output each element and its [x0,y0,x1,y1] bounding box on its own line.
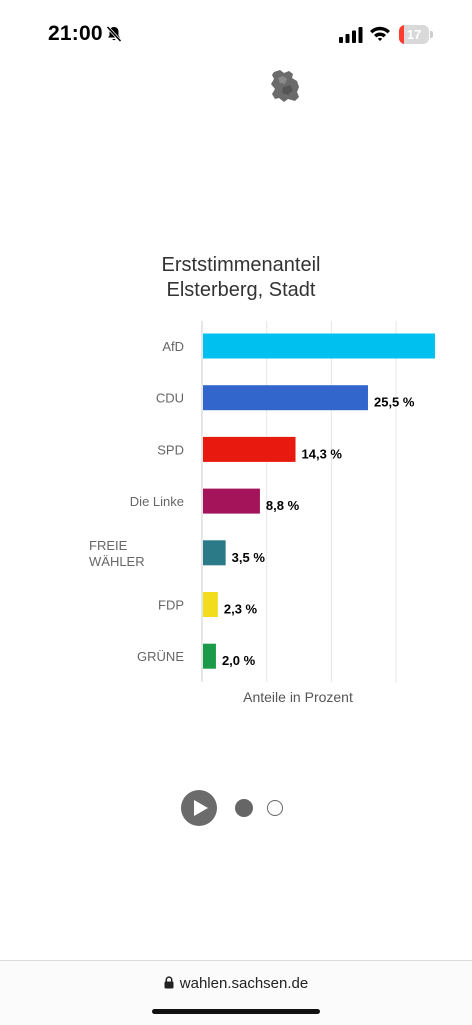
wifi-icon [369,25,391,47]
category-label-1: CDU [156,391,184,406]
battery-fill [399,25,405,44]
value-label-6: 2,0 % [222,653,256,668]
bar-2 [203,436,296,462]
x-axis-title: Anteile in Prozent [243,689,353,705]
value-label-3: 8,8 % [266,498,300,513]
value-label-4: 3,5 % [232,550,266,565]
carousel-dot-2[interactable] [267,800,283,816]
category-label-6: GRÜNE [137,649,184,664]
signal-icon [339,27,363,48]
bar-1 [203,385,368,411]
saxony-map-icon [268,68,302,109]
category-label-3: Die Linke [130,494,184,509]
category-label-0: AfD [162,339,184,354]
category-label-4-1: WÄHLER [89,554,145,569]
play-button[interactable] [181,790,217,826]
battery-level: 17 [406,27,422,42]
value-label-1: 25,5 % [374,395,415,410]
url-text: wahlen.sachsen.de [179,975,309,992]
status-time: 21:00 [48,22,103,45]
battery-icon: 17 [399,25,433,44]
home-indicator[interactable] [152,1009,320,1014]
category-label-2: SPD [157,442,184,457]
bar-6 [203,643,216,669]
bar-0 [203,333,435,359]
category-label-4-0: FREIE [89,538,128,553]
bar-4 [203,540,226,566]
value-label-2: 14,3 % [302,446,343,461]
address-bar[interactable]: wahlen.sachsen.de [0,960,472,1025]
carousel-dot-1[interactable] [235,799,253,817]
bar-5 [203,592,218,617]
category-label-5: FDP [158,598,184,613]
chart-title-line-1: Erststimmenanteil [162,254,321,276]
value-label-5: 2,3 % [224,602,258,617]
play-icon [194,800,208,816]
bell-slash-icon [105,25,123,48]
chart-title-line-2: Elsterberg, Stadt [167,279,316,301]
status-bar: 21:00 17 [0,0,472,70]
lock-icon [164,976,174,989]
bar-3 [203,488,260,514]
